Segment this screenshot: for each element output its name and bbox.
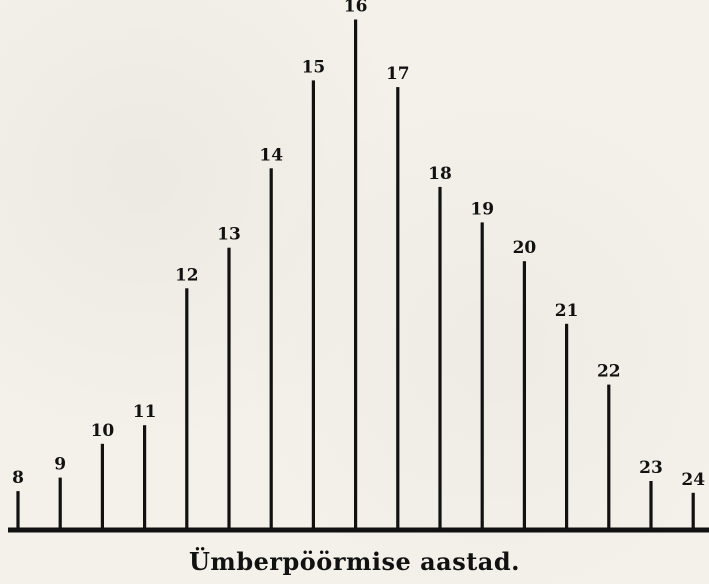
bar-label-10: 10 [91, 421, 115, 441]
bar-label-12: 12 [175, 265, 199, 285]
tick-labels-layer: 8 9 10 11 12 13 14 15 16 17 18 19 20 21 22 23 24 [12, 0, 705, 490]
bar-label-19: 19 [470, 199, 494, 219]
bar-label-22: 22 [597, 362, 621, 382]
bar-23 [649, 481, 653, 530]
bar-20 [522, 261, 526, 530]
bar-label-13: 13 [217, 225, 241, 245]
bar-label-18: 18 [428, 164, 452, 184]
bar-14 [269, 168, 273, 531]
bar-18 [438, 186, 442, 530]
bar-9 [58, 477, 62, 530]
bar-19 [480, 222, 484, 530]
bar-label-20: 20 [513, 238, 537, 258]
bar-8 [16, 491, 20, 530]
bar-15 [311, 80, 315, 531]
bar-22 [607, 384, 611, 530]
bar-10 [100, 443, 104, 530]
bar-label-15: 15 [302, 57, 326, 77]
bar-label-14: 14 [259, 145, 283, 165]
bar-17 [396, 87, 400, 530]
bar-label-8: 8 [12, 468, 24, 488]
bar-label-11: 11 [133, 402, 157, 422]
bar-24 [691, 492, 695, 530]
bar-21 [565, 323, 569, 530]
bar-16 [354, 19, 358, 530]
bar-label-17: 17 [386, 64, 410, 84]
bar-12 [185, 288, 189, 530]
bar-11 [143, 425, 147, 530]
bars-layer [16, 19, 695, 531]
bar-label-23: 23 [639, 458, 663, 478]
bar-label-21: 21 [555, 301, 579, 321]
bar-label-24: 24 [681, 470, 705, 490]
x-axis-label: Ümberpöörmise aastad. [189, 547, 520, 576]
bar-label-9: 9 [54, 455, 66, 475]
bar-label-16: 16 [344, 0, 368, 17]
bar-13 [227, 247, 231, 530]
